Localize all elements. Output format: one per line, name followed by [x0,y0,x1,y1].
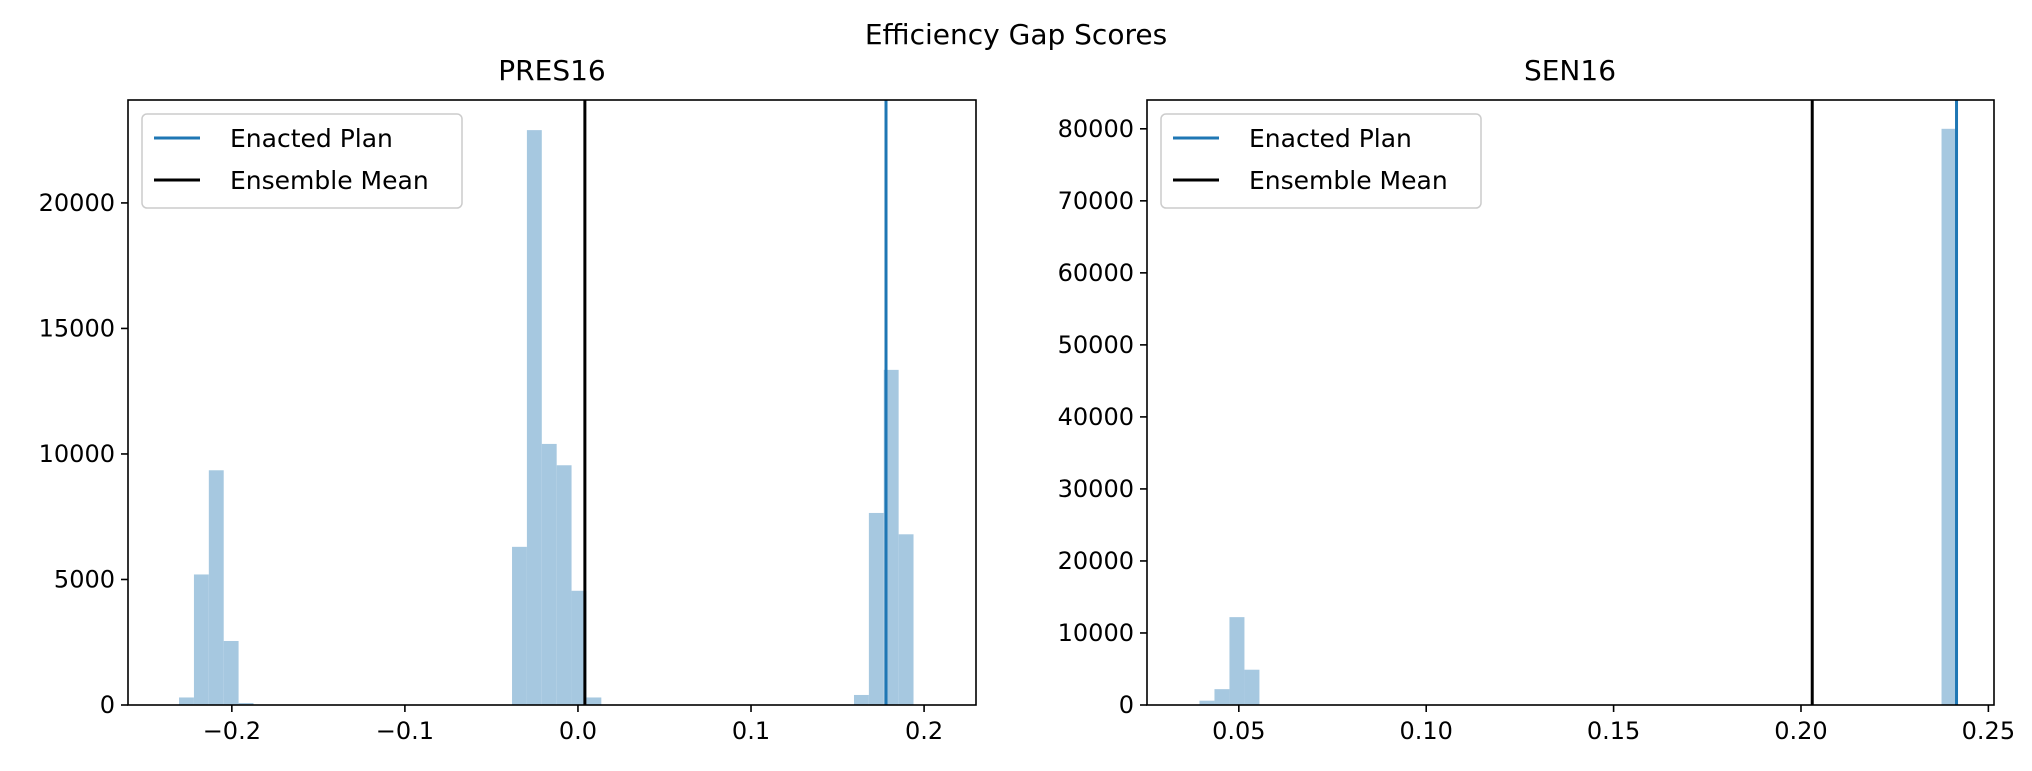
histogram-bars [1199,128,1957,706]
y-tick-label: 15000 [39,314,115,342]
axes-frame [127,99,977,706]
y-tick-label: 20000 [1058,547,1134,575]
y-tick-label: 0 [100,691,115,719]
histogram-bar [179,697,194,705]
legend: Enacted Plan Ensemble Mean [1160,113,1482,209]
histogram-pres16: PRES16 −0.2 −0.1 0.0 0.1 0.2 0 5000 10000 15000… [39,54,977,745]
y-tick-label: 30000 [1058,475,1134,503]
y-tick-label: 10000 [39,440,115,468]
x-axis-ticks: −0.2 −0.1 0.0 0.1 0.2 [203,705,943,745]
histogram-bar [238,702,254,705]
histogram-bar [1229,617,1245,705]
y-tick-label: 60000 [1058,259,1134,287]
histogram-bar [541,443,557,705]
histogram-bar [571,590,587,705]
y-tick-label: 70000 [1058,187,1134,215]
histogram-bar [586,697,602,705]
histogram-bar [1244,669,1260,705]
y-tick-label: 5000 [54,565,115,593]
axes-frame [1146,99,1995,706]
y-tick-label: 20000 [39,189,115,217]
histogram-bar [193,574,209,705]
legend: Enacted Plan Ensemble Mean [141,113,463,209]
panel-title: SEN16 [1524,54,1616,87]
histogram-bar [1199,700,1215,705]
histogram-sen16: SEN16 0.05 0.10 0.15 0.20 0.25 0 10000 20000 30… [1058,54,2015,745]
histogram-bar [223,640,239,705]
x-tick-label: 0.10 [1399,717,1452,745]
x-tick-label: 0.05 [1212,717,1265,745]
panel-title: PRES16 [498,54,605,87]
y-tick-label: 40000 [1058,403,1134,431]
legend-box [141,113,463,209]
histogram-bar [868,512,884,705]
histogram-bar [556,465,572,705]
histogram-bar [512,546,527,705]
y-axis-ticks: 0 10000 20000 30000 40000 50000 60000 70000 8000… [1058,115,1147,719]
y-tick-label: 50000 [1058,331,1134,359]
x-tick-label: −0.1 [376,717,434,745]
histogram-bar [526,130,542,705]
legend-label-enacted: Enacted Plan [230,124,393,153]
histogram-bar [1941,128,1957,706]
legend-box [1160,113,1482,209]
histogram-bars [179,130,914,705]
legend-label-enacted: Enacted Plan [1249,124,1412,153]
histogram-bar [1214,689,1230,705]
x-tick-label: 0.15 [1587,717,1640,745]
x-tick-label: 0.20 [1774,717,1827,745]
figure-suptitle: Efficiency Gap Scores [865,18,1167,51]
x-tick-label: 0.2 [905,717,943,745]
x-axis-ticks: 0.05 0.10 0.15 0.20 0.25 [1212,705,2015,745]
x-tick-label: −0.2 [203,717,261,745]
y-tick-label: 0 [1119,691,1134,719]
x-tick-label: 0.0 [559,717,597,745]
x-tick-label: 0.1 [732,717,770,745]
legend-label-mean: Ensemble Mean [230,166,429,195]
x-tick-label: 0.25 [1962,717,2015,745]
legend-label-mean: Ensemble Mean [1249,166,1448,195]
histogram-bar [898,534,914,705]
histogram-bar [853,694,869,705]
histogram-bar [208,470,224,705]
y-axis-ticks: 0 5000 10000 15000 20000 [39,189,128,719]
y-tick-label: 10000 [1058,619,1134,647]
y-tick-label: 80000 [1058,115,1134,143]
